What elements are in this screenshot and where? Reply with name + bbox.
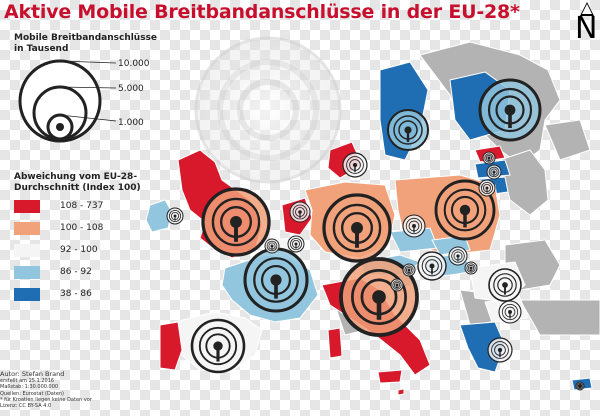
size-legend-value-3: 1.000 [118,118,144,128]
symbol-marker [166,207,184,225]
symbol-marker [417,251,447,281]
legend-swatch [14,200,40,213]
symbol-marker [464,261,478,275]
symbol-marker [575,381,585,391]
symbol-marker [322,193,392,263]
symbol-marker [342,152,368,178]
legend-swatch [14,222,40,235]
symbol-marker [486,164,502,180]
symbol-marker [402,214,426,238]
legend-row: 108 - 737 [14,200,154,214]
country-sardinia [327,327,343,359]
credits: Autor: Stefan Brand erstellt am 25.1.201… [0,370,130,409]
country-sicily [377,369,403,384]
legend-row: 86 - 92 [14,266,154,280]
symbol-marker [487,337,513,363]
symbol-marker [289,201,311,223]
country-ireland [145,199,173,233]
size-legend-value-1: 10.000 [118,59,150,69]
symbol-marker [264,238,280,254]
legend-swatch [14,288,40,301]
legend-swatch [14,244,40,257]
country-malta [397,388,405,396]
north-arrow-icon: N [574,0,600,52]
legend-row: 92 - 100 [14,244,154,258]
credits-line: * für Kroatien liegen keine Daten vor [0,396,92,403]
size-legend-symbols [18,59,117,143]
proportional-symbols [166,78,585,391]
credits-line: Quellen: Eurostat (Daten) [0,390,65,397]
symbol-marker [478,179,496,197]
legend-row: 100 - 108 [14,222,154,236]
legend-label: 100 - 108 [60,223,104,233]
legend-label: 108 - 737 [60,201,104,211]
size-legend-heading-line1: Mobile Breitbandanschlüsse [14,33,158,43]
legend-label: 38 - 86 [60,289,92,299]
symbol-marker [448,246,468,266]
symbol-marker [390,278,404,292]
symbol-marker [434,179,496,241]
symbol-marker [243,247,309,313]
credits-line: erstellt am 25.1.2016 [0,378,55,384]
legend-label: 92 - 100 [60,245,98,255]
size-legend-value-2: 5.000 [118,84,144,94]
credits-line: Maßstab: 1:30.000.000 [0,384,59,391]
color-legend-heading-line1: Abweichung vom EU-28- [14,172,138,182]
size-legend-heading-line2: in Tausend [14,44,69,54]
credits-author: Autor: Stefan Brand [0,370,65,378]
symbol-marker [482,151,496,165]
symbol-marker [339,257,419,337]
legend-label: 86 - 92 [60,267,92,277]
watermark-ghost [194,36,342,184]
size-legend: Mobile Breitbandanschlüsse in Tausend 10… [14,33,164,153]
symbol-marker [287,235,305,253]
symbol-marker [478,78,542,142]
country-portugal [159,321,183,371]
map-title: Aktive Mobile Breitbandanschlüsse in der… [4,1,520,23]
north-label: N [575,11,598,46]
symbol-marker [387,109,429,151]
symbol-marker [488,268,522,302]
legend-row: 38 - 86 [14,288,154,302]
color-legend-heading-line2: Durchschnitt (Index 100) [14,183,141,193]
symbol-marker [201,187,271,257]
symbol-marker [498,300,522,324]
symbol-marker [402,263,416,277]
credits-line: Lizenz: CC BY-SA 4.0 [0,403,52,410]
color-legend: Abweichung vom EU-28- Durchschnitt (Inde… [14,172,174,302]
symbol-marker [190,318,246,374]
legend-swatch [14,266,40,279]
